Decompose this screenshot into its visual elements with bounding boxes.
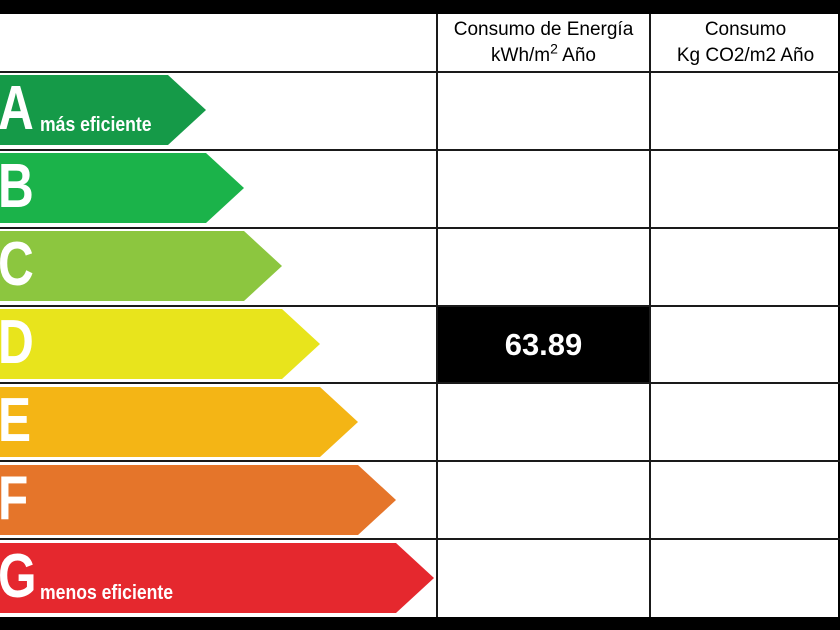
row-divider	[0, 538, 840, 540]
arrow-shape	[0, 543, 434, 613]
rating-letter: A	[0, 74, 34, 143]
arrow-shape	[0, 387, 358, 457]
arrow-shape	[0, 309, 320, 379]
energy-header-line1: Consumo de Energía	[453, 19, 634, 40]
arrow-shape	[0, 465, 396, 535]
co2-consumption-header: Consumo Kg CO2/m2 Año	[651, 14, 840, 72]
rating-letter: E	[0, 386, 32, 455]
arrow-shape	[0, 231, 282, 301]
energy-unit-year: Año	[557, 45, 596, 66]
row-divider	[0, 382, 840, 384]
rating-letter: F	[0, 464, 29, 533]
header-divider	[0, 71, 840, 73]
row-divider	[0, 305, 840, 307]
energy-unit-exponent: 2	[550, 40, 558, 57]
energy-value: 63.89	[504, 326, 583, 362]
co2-header-line1: Consumo	[704, 19, 787, 40]
row-divider	[0, 227, 840, 229]
column-divider	[649, 14, 651, 617]
rating-letter: C	[0, 230, 34, 299]
arrow-shape	[0, 75, 206, 145]
rating-letter: D	[0, 308, 34, 377]
energy-consumption-header: Consumo de Energía kWh/m2 Año	[438, 14, 649, 72]
rating-subtitle: menos eficiente	[40, 582, 174, 604]
rating-letter: G	[0, 542, 37, 611]
rating-letter: B	[0, 152, 34, 221]
energy-unit: kWh/m	[491, 45, 551, 66]
energy-value-badge: 63.89	[438, 307, 649, 382]
row-divider	[0, 149, 840, 151]
rating-subtitle: más eficiente	[40, 114, 152, 136]
arrow-shape	[0, 153, 244, 223]
co2-header-line2: Kg CO2/m2 Año	[676, 45, 815, 66]
energy-header-line2: kWh/m2 Año	[491, 40, 596, 69]
row-divider	[0, 460, 840, 462]
column-divider	[436, 14, 438, 617]
